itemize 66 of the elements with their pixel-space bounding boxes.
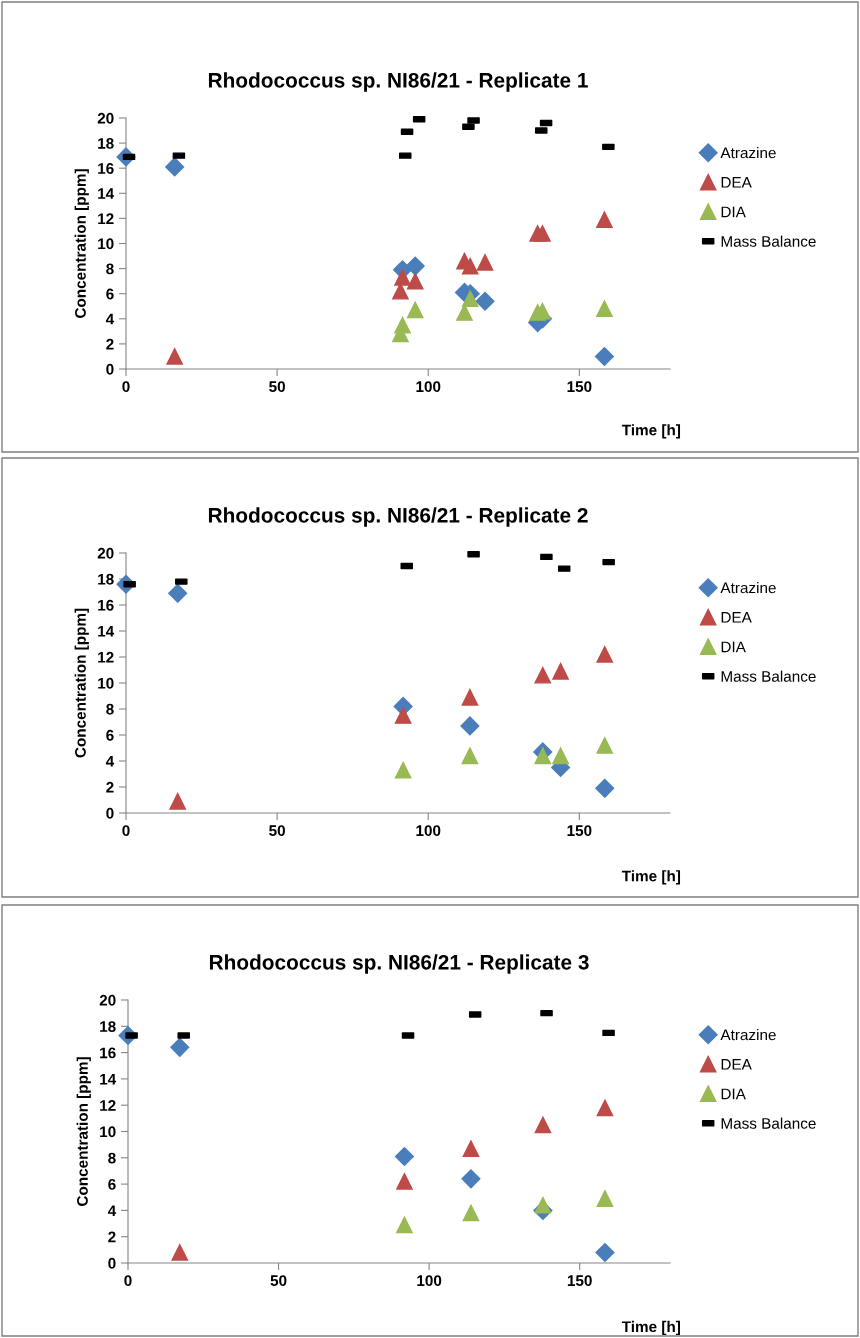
x-axis-title: Time [h] [621,1320,680,1336]
y-tick-label: 10 [100,1126,116,1138]
y-tick-label: 18 [98,137,114,149]
legend-label: Atrazine [720,582,776,594]
y-tick-label: 8 [108,1152,116,1164]
legend-label: DEA [721,612,752,623]
y-tick-label: 4 [107,1205,117,1216]
y-tick-label: 14 [98,188,115,199]
legend-label: DEA [721,177,752,188]
y-axis-title: Concentration [ppm] [74,608,89,758]
x-tick-label: 50 [270,1275,287,1287]
x-tick-label: 100 [416,825,441,837]
y-tick-label: 6 [106,729,114,741]
y-tick-label: 10 [98,238,114,250]
y-tick-label: 10 [98,677,114,689]
legend-label: DIA [721,1088,746,1100]
y-tick-label: 18 [98,573,114,585]
y-tick-label: 0 [108,1257,116,1269]
y-axis-title: Concentration [ppm] [74,169,89,318]
y-tick-label: 20 [99,994,116,1006]
y-tick-label: 14 [100,1073,117,1085]
y-tick-label: 20 [97,112,114,124]
y-tick-label: 2 [106,781,114,793]
x-tick-label: 50 [269,825,285,837]
y-tick-label: 16 [98,599,114,611]
x-tick-label: 150 [567,1275,592,1287]
y-tick-label: 8 [106,703,114,715]
y-tick-label: 0 [106,807,114,819]
x-tick-label: 100 [417,1275,442,1287]
legend-label: Atrazine [720,1029,776,1041]
x-tick-label: 0 [122,825,130,837]
y-tick-label: 12 [98,651,114,663]
legend-label: DIA [721,641,746,653]
y-tick-label: 0 [106,363,114,375]
y-tick-label: 20 [97,547,114,559]
x-tick-label: 150 [567,825,592,837]
y-tick-label: 14 [98,626,115,637]
x-axis-title: Time [h] [621,424,681,439]
y-tick-label: 16 [98,163,114,174]
chart-title: Rhodococcus sp. NI86/21 - Replicate 1 [208,72,588,92]
x-tick-label: 50 [269,381,285,393]
y-tick-label: 12 [98,213,114,224]
x-tick-label: 0 [124,1275,132,1287]
x-tick-label: 100 [416,381,441,393]
legend-label: DEA [721,1059,752,1070]
x-tick-label: 150 [567,381,592,393]
y-tick-label: 4 [105,313,115,325]
x-tick-label: 0 [122,381,130,393]
y-tick-label: 18 [100,1021,116,1032]
y-tick-label: 6 [106,288,114,300]
y-tick-label: 4 [105,756,115,767]
chart-title: Rhodococcus sp. NI86/21 - Replicate 3 [209,954,589,974]
y-tick-label: 12 [100,1100,116,1111]
y-axis-title: Concentration [ppm] [76,1057,91,1206]
y-tick-label: 2 [106,338,114,350]
chart-title: Rhodococcus sp. NI86/21 - Replicate 2 [208,507,588,527]
legend-label: Atrazine [720,147,776,159]
legend-label: Mass Balance [721,1117,816,1129]
y-tick-label: 8 [106,263,114,275]
y-tick-label: 16 [100,1047,116,1059]
y-tick-label: 2 [108,1231,116,1243]
legend-label: Mass Balance [721,670,816,682]
legend-label: DIA [721,206,746,218]
y-tick-label: 6 [108,1178,116,1190]
x-axis-title: Time [h] [621,870,681,885]
legend-label: Mass Balance [721,235,816,247]
